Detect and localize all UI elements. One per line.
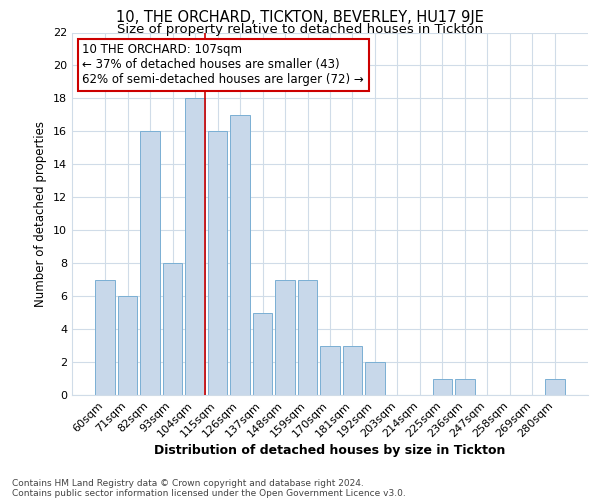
X-axis label: Distribution of detached houses by size in Tickton: Distribution of detached houses by size … <box>154 444 506 458</box>
Bar <box>208 132 227 395</box>
Bar <box>163 263 182 395</box>
Bar <box>95 280 115 395</box>
Text: 10, THE ORCHARD, TICKTON, BEVERLEY, HU17 9JE: 10, THE ORCHARD, TICKTON, BEVERLEY, HU17… <box>116 10 484 25</box>
Bar <box>253 312 272 395</box>
Bar <box>230 115 250 395</box>
Bar <box>275 280 295 395</box>
Bar <box>545 378 565 395</box>
Text: Contains HM Land Registry data © Crown copyright and database right 2024.: Contains HM Land Registry data © Crown c… <box>12 478 364 488</box>
Text: 10 THE ORCHARD: 107sqm
← 37% of detached houses are smaller (43)
62% of semi-det: 10 THE ORCHARD: 107sqm ← 37% of detached… <box>82 44 364 86</box>
Text: Size of property relative to detached houses in Tickton: Size of property relative to detached ho… <box>117 22 483 36</box>
Y-axis label: Number of detached properties: Number of detached properties <box>34 120 47 306</box>
Bar <box>455 378 475 395</box>
Bar <box>320 346 340 395</box>
Bar <box>433 378 452 395</box>
Bar <box>343 346 362 395</box>
Bar <box>298 280 317 395</box>
Bar <box>365 362 385 395</box>
Bar <box>140 132 160 395</box>
Bar <box>185 98 205 395</box>
Text: Contains public sector information licensed under the Open Government Licence v3: Contains public sector information licen… <box>12 488 406 498</box>
Bar <box>118 296 137 395</box>
